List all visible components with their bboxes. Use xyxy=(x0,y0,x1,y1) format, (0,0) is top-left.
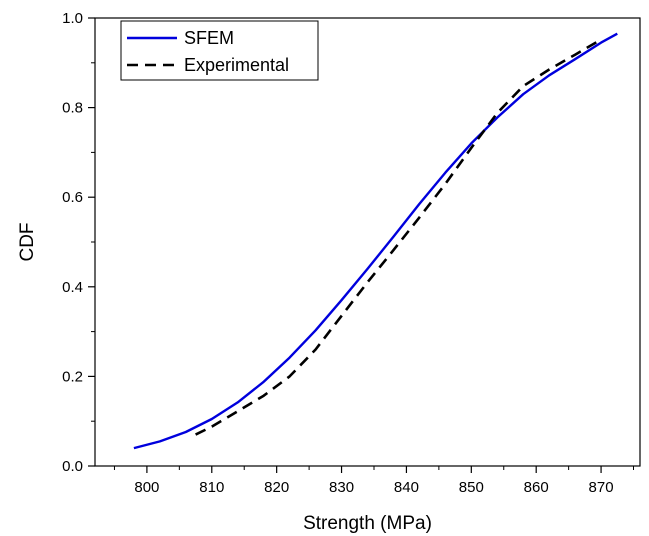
x-tick-label: 870 xyxy=(589,479,614,496)
plot-area xyxy=(94,17,641,467)
legend-label-experimental: Experimental xyxy=(184,55,289,75)
legend-label-sfem: SFEM xyxy=(184,28,234,48)
series-line-experimental xyxy=(195,38,602,436)
x-tick-label: 820 xyxy=(264,479,289,496)
y-tick-label: 0.4 xyxy=(62,279,83,296)
x-tick-label: 830 xyxy=(329,479,354,496)
x-axis-ticks: 800 810 820 830 840 850 860 870 xyxy=(113,466,635,496)
y-axis-title: CDF xyxy=(17,222,38,261)
x-tick-label: 850 xyxy=(459,479,484,496)
y-tick-label: 0.6 xyxy=(62,189,83,206)
plot-frame xyxy=(94,17,641,467)
x-tick-label: 860 xyxy=(524,479,549,496)
x-tick-label: 840 xyxy=(394,479,419,496)
y-tick-label: 0.0 xyxy=(62,458,83,475)
legend: SFEM Experimental xyxy=(120,20,319,81)
series-line-sfem xyxy=(133,32,618,450)
x-tick-label: 810 xyxy=(199,479,224,496)
x-axis-title: Strength (MPa) xyxy=(303,513,432,534)
y-tick-label: 0.2 xyxy=(62,368,83,385)
legend-box xyxy=(120,20,319,81)
x-tick-label: 800 xyxy=(134,479,159,496)
series-layer xyxy=(133,32,618,450)
y-axis-ticks: 0.0 0.2 0.4 0.6 0.8 1.0 xyxy=(62,10,95,475)
y-tick-label: 1.0 xyxy=(62,10,83,27)
y-tick-label: 0.8 xyxy=(62,100,83,117)
